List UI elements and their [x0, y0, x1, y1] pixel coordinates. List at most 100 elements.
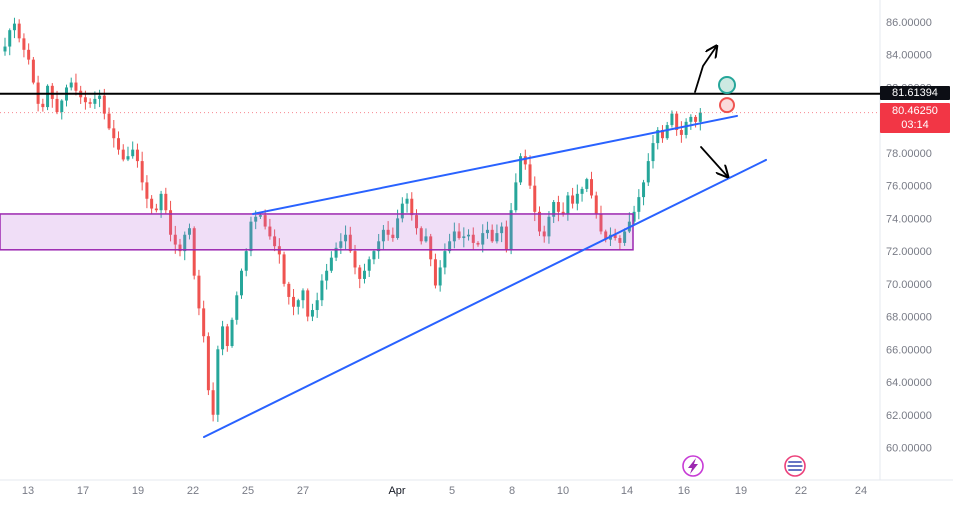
candle-body	[689, 116, 693, 122]
candle-body	[599, 213, 603, 232]
target-marker-red[interactable]	[719, 97, 735, 114]
candle-body	[495, 233, 499, 242]
candle-body	[386, 229, 390, 235]
candle-body	[429, 236, 433, 260]
last-price-tag[interactable]: 80.46250 03:14	[880, 103, 950, 133]
alert-price-tag[interactable]: 81.61394	[880, 86, 950, 100]
alert-price-value: 81.61394	[892, 87, 938, 99]
last-price-value: 80.46250	[892, 105, 938, 117]
candle-body	[329, 257, 333, 271]
candle-body	[282, 254, 286, 284]
price-tick-label: 70.00000	[886, 279, 932, 291]
candle-body	[590, 179, 594, 196]
price-tick-label: 76.00000	[886, 181, 932, 193]
candle-body	[98, 95, 102, 99]
candle-body	[3, 46, 7, 52]
supply-zone-rect[interactable]	[0, 213, 634, 251]
price-tick-label: 78.00000	[886, 148, 932, 160]
target-marker-green[interactable]	[718, 76, 736, 95]
candle-body	[514, 182, 518, 211]
candle-body	[88, 102, 92, 104]
candle-body	[74, 82, 78, 91]
candle-body	[410, 198, 414, 216]
candle-body	[381, 229, 385, 242]
time-tick-label: 24	[855, 485, 867, 497]
candle-body	[452, 231, 456, 242]
bar-countdown: 03:14	[901, 119, 929, 131]
candle-body	[656, 130, 660, 144]
candle-body	[509, 210, 513, 250]
candle-body	[334, 247, 338, 258]
candle-body	[50, 85, 54, 99]
candle-body	[623, 231, 627, 243]
lower-wedge-line[interactable]	[203, 158, 767, 439]
time-tick-label: 14	[621, 485, 633, 497]
time-tick-label: 19	[735, 485, 747, 497]
candle-body	[476, 242, 480, 245]
candle-body	[287, 283, 291, 297]
candle-body	[362, 270, 366, 279]
candle-body	[500, 226, 504, 234]
candle-body	[159, 193, 163, 211]
candle-body	[471, 234, 475, 243]
candle-body	[273, 236, 277, 247]
candle-body	[660, 130, 664, 139]
price-tick-label: 72.00000	[886, 246, 932, 258]
candle-body	[339, 241, 343, 248]
candle-body	[400, 203, 404, 219]
candle-body	[216, 349, 220, 415]
candle-body	[230, 319, 234, 347]
candle-body	[211, 390, 215, 415]
candle-body	[377, 241, 381, 252]
candle-body	[235, 295, 239, 320]
candle-body	[254, 216, 258, 222]
price-tick-label: 86.00000	[886, 17, 932, 29]
candle-body	[31, 59, 35, 83]
candle-body	[145, 182, 149, 199]
candle-body	[618, 238, 622, 243]
time-tick-label: Apr	[388, 485, 405, 497]
candle-body	[443, 251, 447, 268]
candle-body	[481, 233, 485, 245]
candle-body	[348, 234, 352, 252]
candle-body	[344, 234, 348, 242]
candle-body	[632, 211, 636, 222]
upper-wedge-line[interactable]	[252, 114, 738, 215]
candle-body	[225, 326, 229, 347]
candle-body	[415, 215, 419, 229]
candle-body	[121, 149, 125, 160]
candle-body	[93, 98, 97, 104]
candle-body	[533, 185, 537, 212]
candle-body	[12, 23, 16, 31]
price-tick-label: 66.00000	[886, 344, 932, 356]
up-breakout-arrow[interactable]	[694, 47, 716, 93]
candle-body	[325, 270, 329, 281]
candle-body	[462, 236, 466, 239]
candle-body	[552, 202, 556, 217]
candle-body	[424, 236, 428, 242]
candle-body	[585, 179, 589, 189]
candle-body	[358, 267, 362, 279]
candle-body	[112, 128, 116, 139]
candle-body	[263, 215, 267, 227]
down-rejection-arrow[interactable]	[700, 146, 727, 176]
candle-body	[83, 97, 87, 103]
candle-body	[571, 195, 575, 204]
candle-body	[60, 100, 64, 113]
candle-body	[320, 280, 324, 301]
candle-body	[41, 103, 45, 108]
lightning-sticker-icon-glyph	[688, 458, 698, 474]
candle-body	[433, 259, 437, 286]
candle-body	[240, 270, 243, 296]
candle-body	[528, 164, 532, 186]
candle-body	[206, 336, 210, 391]
candle-body	[665, 125, 669, 139]
candle-body	[372, 251, 376, 260]
candle-body	[694, 116, 698, 122]
candle-body	[547, 216, 551, 237]
candle-body	[107, 113, 111, 129]
candle-body	[69, 82, 73, 88]
candle-body	[367, 259, 371, 271]
